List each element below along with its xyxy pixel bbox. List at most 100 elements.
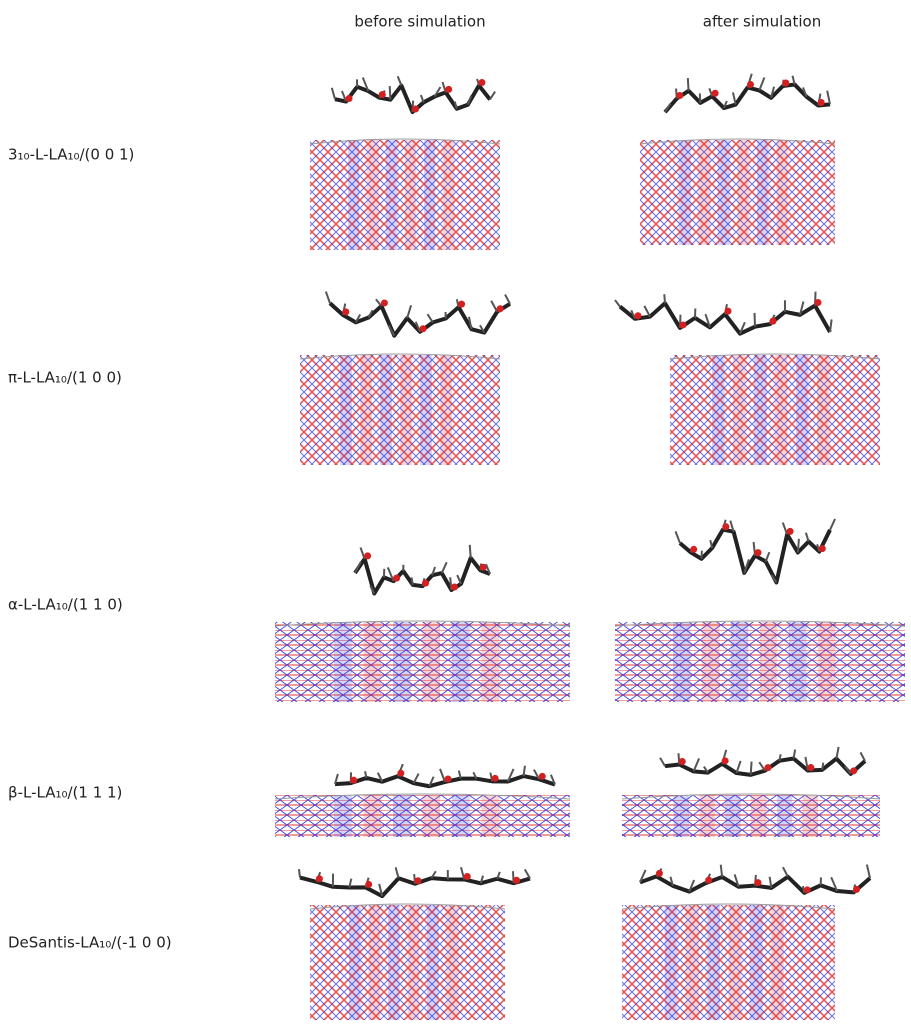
crystal-band [733, 355, 746, 465]
molecule-bond [830, 319, 832, 332]
molecule-bond [694, 758, 700, 771]
molecule-bond [676, 531, 680, 543]
oxygen-atom [420, 325, 427, 332]
oxygen-atom [539, 773, 546, 780]
crystal-band [388, 905, 400, 1020]
crystal-band [750, 905, 763, 1020]
oxygen-atom [497, 305, 504, 312]
crystal-band [420, 355, 432, 465]
molecule-bond [505, 295, 510, 304]
crystal-band [423, 795, 441, 837]
crystal-band [674, 795, 689, 837]
molecule-bond [421, 95, 424, 102]
molecule-bond [700, 93, 701, 103]
crystal-band [452, 795, 470, 837]
crystal-band [447, 905, 459, 1020]
molecule-bond [412, 577, 413, 584]
molecule-bond [751, 762, 752, 775]
oxygen-atom [770, 318, 777, 325]
oxygen-atom [451, 583, 458, 590]
molecule-bond [836, 747, 838, 759]
molecule-bond [398, 76, 402, 85]
oxygen-atom [350, 777, 357, 784]
oxygen-atom [656, 870, 663, 877]
crystal-band [393, 622, 411, 702]
crystal-band [348, 140, 359, 250]
crystal-band [443, 140, 454, 250]
oxygen-atom [492, 775, 499, 782]
oxygen-atom [412, 106, 419, 113]
crystal-band [393, 795, 411, 837]
crystal-band [440, 355, 452, 465]
oxygen-atom [676, 92, 683, 99]
crystal-band [777, 140, 789, 245]
oxygen-atom [679, 758, 686, 765]
crystal-band [380, 355, 392, 465]
crystal-band [400, 355, 412, 465]
oxygen-atom [782, 79, 789, 86]
molecule-bond [407, 305, 411, 318]
oxygen-atom [397, 770, 404, 777]
crystal-band [427, 905, 439, 1020]
crystal-band [360, 355, 372, 465]
molecule-bond [390, 86, 391, 100]
crystal-band [364, 795, 382, 837]
oxygen-atom [722, 523, 729, 530]
crystal-band [423, 622, 441, 702]
molecule-backbone [355, 558, 490, 593]
crystal-band [699, 795, 714, 837]
oxygen-atom [422, 580, 429, 587]
molecule-bond [660, 758, 665, 766]
crystal-band [738, 140, 750, 245]
crystal-band [367, 140, 378, 250]
crystal-band [334, 622, 352, 702]
crystal-band [789, 622, 806, 702]
molecule-bond [766, 552, 770, 561]
molecule-bond [427, 314, 432, 322]
oxygen-atom [635, 312, 642, 319]
crystal-band [777, 795, 792, 837]
crystal-band [775, 355, 788, 465]
molecule-backbone [620, 303, 830, 333]
molecule-bond [860, 752, 865, 761]
figure: before simulation after simulation 3₁₀-L… [0, 0, 911, 1026]
crystal-band [817, 355, 830, 465]
crystal-band [818, 622, 835, 702]
crystal-band [340, 355, 352, 465]
molecule-bond [615, 300, 620, 307]
molecule-bond [491, 301, 497, 312]
molecule-bond [806, 533, 809, 542]
crystal-band [665, 905, 678, 1020]
crystal-band [405, 140, 416, 250]
molecule-bond [365, 771, 366, 778]
molecule-bond [783, 523, 787, 535]
crystal-band [673, 622, 690, 702]
oxygen-atom [680, 321, 687, 328]
molecule-bond [470, 545, 471, 558]
oxygen-atom [513, 877, 520, 884]
molecule-bond [299, 869, 300, 877]
crystal-band [771, 905, 784, 1020]
molecule-bond [457, 575, 461, 584]
crystal-band [482, 622, 500, 702]
molecule-bond [490, 92, 495, 100]
molecule-bond [736, 761, 740, 773]
oxygen-atom [725, 308, 732, 315]
oxygen-atom [815, 299, 822, 306]
molecule-bond [376, 299, 382, 306]
oxygen-atom [346, 95, 353, 102]
row-label: α-L-LA₁₀/(1 1 0) [8, 596, 123, 614]
molecule-bond [867, 865, 870, 879]
molecule-bond [783, 867, 788, 877]
rows: 3₁₀-L-LA₁₀/(0 0 1)π-L-LA₁₀/(1 0 0)α-L-LA… [8, 74, 905, 1020]
molecule-bond [688, 78, 689, 91]
molecule-bond [830, 519, 835, 530]
crystal-band [702, 622, 719, 702]
oxygen-atom [464, 873, 471, 880]
oxygen-atom [381, 299, 388, 306]
molecule-bond [332, 88, 335, 99]
oxygen-atom [458, 301, 465, 308]
oxygen-atom [787, 528, 794, 535]
molecule-bond [326, 292, 330, 304]
crystal-band [408, 905, 420, 1020]
